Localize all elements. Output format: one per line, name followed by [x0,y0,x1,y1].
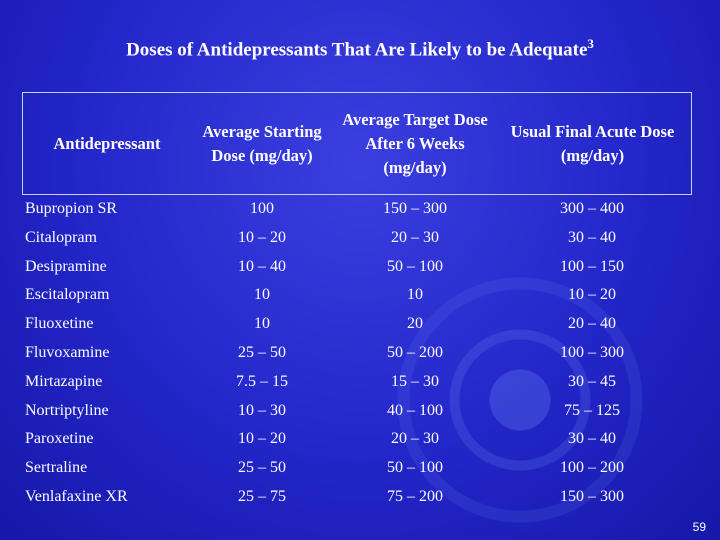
dose-cell: 75 – 125 [564,401,620,419]
header-box [22,92,692,195]
dose-cell: 30 – 45 [568,372,616,390]
dose-cell: 40 – 100 [387,401,443,419]
page-number: 59 [692,520,706,534]
dose-cell: 150 – 300 [383,200,447,217]
dose-cell: 30 – 40 [568,228,616,246]
dose-cell: 300 – 400 [560,200,624,217]
dose-cell: 100 – 300 [560,344,624,361]
dose-cell: 10 – 20 [238,228,286,246]
dose-cell: 50 – 100 [387,459,443,477]
drug-name: Fluvoxamine [25,344,110,361]
dose-cell: 10 [407,286,423,304]
drug-name: Desipramine [25,257,107,275]
drug-name: Nortriptyline [25,401,109,419]
dose-cell: 50 – 200 [387,344,443,361]
dose-cell: 10 – 40 [238,257,286,275]
dose-cell: 10 [254,315,270,333]
drug-name: Bupropion SR [25,200,118,217]
drug-name: Mirtazapine [25,372,103,390]
dose-cell: 50 – 100 [387,257,443,275]
column-header: Average Starting Dose (mg/day) [202,121,322,165]
drug-name: Fluoxetine [25,315,94,333]
dose-cell: 20 – 30 [391,228,439,246]
column-header: Antidepressant [53,133,161,153]
dose-cell: 10 – 20 [238,430,286,448]
column-header: Usual Final Acute Dose (mg/day) [510,121,675,165]
dose-cell: 20 [407,315,423,333]
dose-cell: 100 – 200 [560,459,624,477]
drug-name: Paroxetine [25,430,94,448]
drug-name: Citalopram [25,228,97,246]
title-text: Doses of Antidepressants That Are Likely… [126,39,588,61]
dose-cell: 20 – 40 [568,315,616,333]
drug-name: Sertraline [25,459,88,477]
dose-cell: 25 – 50 [238,459,286,477]
column-header: Average Target Dose After 6 Weeks (mg/da… [342,109,488,177]
dose-cell: 20 – 30 [391,430,439,448]
dose-cell: 100 [250,200,274,217]
slide-title: Doses of Antidepressants That Are Likely… [0,36,720,61]
drug-name: Escitalopram [25,286,110,304]
dose-cell: 10 – 30 [238,401,286,419]
dose-cell: 7.5 – 15 [236,372,288,390]
dose-cell: 100 – 150 [560,257,624,275]
dose-cell: 25 – 75 [238,488,286,505]
dose-cell: 30 – 40 [568,430,616,448]
dose-cell: 10 – 20 [568,286,616,304]
dose-cell: 75 – 200 [387,488,443,505]
dose-cell: 150 – 300 [560,488,624,505]
dose-cell: 25 – 50 [238,344,286,361]
title-superscript: 3 [587,36,594,51]
dose-cell: 15 – 30 [391,372,439,390]
dose-cell: 10 [254,286,270,304]
drug-name: Venlafaxine XR [25,488,128,505]
